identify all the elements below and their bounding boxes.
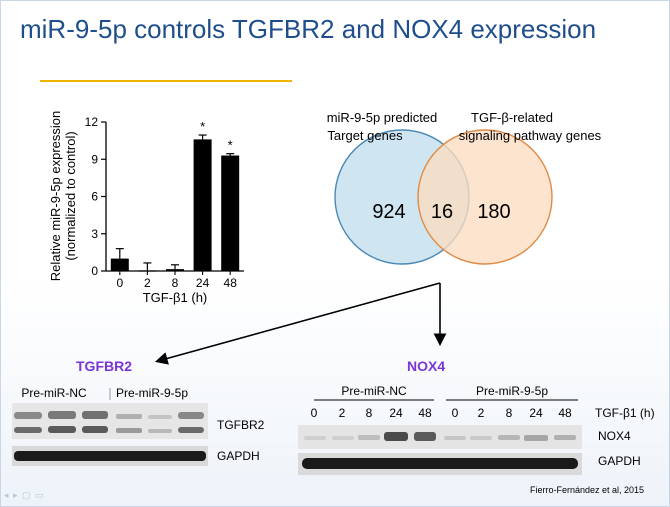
x-tick-label: 2 (144, 276, 151, 290)
nox4-band-10 (554, 435, 576, 440)
tgfbr2-group-mir: Pre-miR-9-5p (116, 386, 188, 400)
nox4-band-1 (304, 436, 326, 440)
nox4-band-5 (414, 432, 436, 441)
gapdh-right-band (302, 458, 578, 469)
tgfbr2-title: TGFBR2 (76, 358, 132, 374)
venn-label-right-line-1: TGF-β-related (471, 110, 553, 125)
y-tick-label: 0 (91, 264, 98, 278)
gapdh-left-band (14, 451, 206, 461)
x-axis-label: TGF-β1 (h) (143, 290, 208, 305)
nox4-lane-header: TGF-β1 (h) (595, 406, 655, 420)
x-tick-label: 48 (224, 276, 238, 290)
venn-label-left-line-1: miR-9-5p predicted (327, 110, 438, 125)
venn-diagram: miR-9-5p predicted Target genes TGF-β-re… (327, 110, 602, 265)
tgfbr2-band-9 (82, 426, 108, 433)
venn-count-right: 180 (477, 201, 510, 223)
nox4-lane-label: 0 (452, 406, 459, 420)
venn-count-left: 924 (372, 201, 405, 223)
nox4-band-6 (444, 436, 466, 440)
y-tick-label: 6 (91, 190, 98, 204)
nox4-lane-label: 8 (506, 406, 513, 420)
bar (138, 270, 157, 272)
tgfbr2-band-11 (148, 429, 172, 433)
nox4-lane-label: 24 (389, 406, 403, 420)
x-tick-label: 24 (196, 276, 210, 290)
nox4-lane-label: 8 (366, 406, 373, 420)
tgfbr2-band-7 (14, 427, 42, 433)
slide-nav-icons: ◂ ▸ ▢ ▭ (4, 490, 45, 500)
tgfbr2-band-4 (116, 414, 142, 419)
nox4-band-9 (524, 435, 548, 441)
arrow-to-tgfbr2 (154, 282, 441, 365)
nox4-lane-label: 48 (418, 406, 432, 420)
venn-count-intersection: 16 (431, 201, 453, 223)
nox4-group-mir: Pre-miR-9-5p (476, 384, 548, 398)
tgfbr2-group-nc: Pre-miR-NC (21, 386, 87, 400)
tgfbr2-gapdh-label: GAPDH (217, 449, 260, 463)
bar-chart: Relative miR-9-5p expression (normalized… (48, 111, 244, 305)
nox4-band-7 (470, 436, 492, 440)
tgfbr2-band-6 (178, 412, 204, 419)
tgfbr2-blot: TGFBR2 Pre-miR-NC Pre-miR-9-5p TGFBR2 GA… (12, 358, 265, 466)
nox4-group-nc: Pre-miR-NC (341, 384, 407, 398)
nox4-band-3 (358, 435, 380, 440)
tgfbr2-membrane (12, 403, 208, 439)
tgfbr2-band-8 (48, 426, 76, 433)
significance-marker: * (228, 138, 233, 153)
nox4-lane-label: 2 (478, 406, 485, 420)
nox4-gapdh-label: GAPDH (598, 454, 641, 468)
nox4-lane-label: 2 (339, 406, 346, 420)
nox4-lane-label: 24 (529, 406, 543, 420)
x-tick-label: 0 (116, 276, 123, 290)
y-tick-label: 9 (91, 152, 98, 166)
nox4-band-4 (384, 432, 408, 441)
tgfbr2-band-1 (14, 412, 42, 419)
venn-label-right-line-2: signaling pathway genes (459, 128, 602, 143)
y-axis-label-line-1: Relative miR-9-5p expression (48, 111, 63, 282)
tgfbr2-band-12 (178, 427, 204, 433)
nox4-band-2 (332, 436, 354, 440)
venn-label-left-line-2: Target genes (327, 128, 403, 143)
bar (110, 258, 129, 271)
tgfbr2-band-3 (82, 411, 108, 419)
nox4-lane-label: 48 (558, 406, 572, 420)
tgfbr2-band-2 (48, 411, 76, 419)
y-tick-label: 3 (91, 227, 98, 241)
venn-circle-signaling-genes (417, 129, 553, 265)
tgfbr2-band-5 (148, 415, 172, 419)
tgfbr2-band-10 (116, 428, 142, 433)
bar (193, 139, 212, 271)
y-axis-label-line-2: (normalized to control) (63, 131, 78, 260)
nox4-blot: NOX4 Pre-miR-NC Pre-miR-9-5p 0 2 8 24 48 0 2 8 2… (298, 358, 655, 475)
nox4-title: NOX4 (407, 358, 445, 374)
nox4-row-label: NOX4 (598, 429, 631, 443)
bar (166, 269, 184, 271)
significance-marker: * (200, 119, 205, 134)
nox4-lane-label: 0 (311, 406, 318, 420)
bar (221, 155, 240, 271)
y-tick-label: 12 (85, 115, 99, 129)
nox4-band-8 (498, 435, 520, 440)
citation-credit: Fierro-Fernández et al, 2015 (530, 485, 645, 495)
slide-title: miR-9-5p controls TGFBR2 and NOX4 expres… (20, 14, 597, 44)
x-tick-label: 8 (172, 276, 179, 290)
tgfbr2-row-label: TGFBR2 (217, 418, 265, 432)
title-underline (40, 80, 292, 82)
